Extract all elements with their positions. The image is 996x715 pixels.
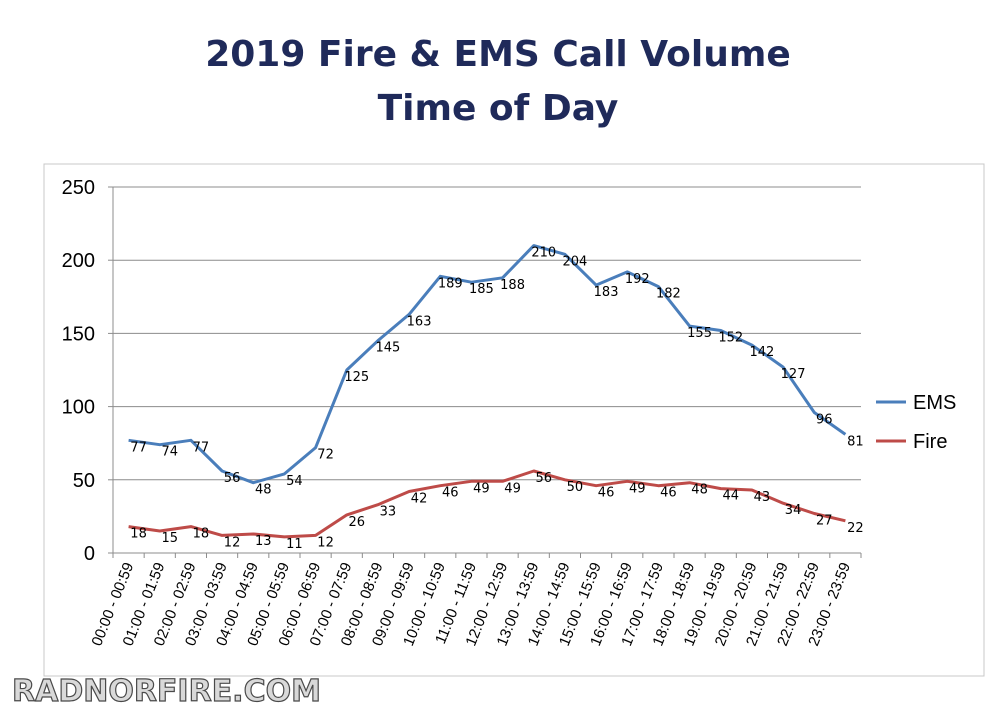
data-label-ems: 77: [193, 440, 210, 455]
data-label-ems: 142: [750, 345, 775, 360]
data-label-fire: 13: [255, 534, 272, 549]
series-line-fire: [128, 469, 846, 539]
data-label-fire: 12: [224, 535, 241, 550]
data-label-ems: 192: [625, 272, 650, 287]
data-label-fire: 46: [442, 486, 459, 501]
y-tick-label: 50: [73, 470, 95, 492]
data-label-ems: 152: [718, 330, 743, 345]
data-label-ems: 183: [594, 285, 619, 300]
data-label-ems: 163: [407, 314, 432, 329]
legend: EMS Fire: [876, 392, 956, 453]
y-tick-label: 150: [62, 323, 95, 345]
data-label-ems: 125: [344, 370, 369, 385]
data-label-fire: 11: [286, 537, 303, 552]
data-label-fire: 56: [535, 471, 552, 486]
data-label-ems: 127: [781, 367, 806, 382]
gridlines: [113, 186, 861, 481]
data-label-fire: 26: [348, 515, 365, 530]
data-label-fire: 15: [161, 531, 178, 546]
legend-label-ems: EMS: [913, 392, 956, 414]
data-label-fire: 46: [660, 486, 677, 501]
data-label-ems: 81: [847, 434, 864, 449]
chart-title: 2019 Fire & EMS Call Volume: [205, 34, 791, 75]
data-label-fire: 34: [785, 503, 802, 518]
y-tick-label: 200: [62, 250, 95, 272]
chart-border: [43, 163, 985, 677]
data-label-ems: 155: [687, 326, 712, 341]
data-label-fire: 49: [504, 481, 521, 496]
data-label-fire: 33: [380, 505, 397, 520]
data-label-ems: 72: [317, 448, 334, 463]
y-tick-label: 250: [62, 177, 95, 199]
series-line-ems: [128, 244, 847, 485]
data-label-ems: 210: [531, 246, 556, 261]
data-label-ems: 182: [656, 287, 681, 302]
data-label-ems: 74: [161, 445, 178, 460]
data-label-fire: 43: [754, 490, 771, 505]
chart-subtitle: Time of Day: [377, 88, 619, 129]
legend-label-fire: Fire: [913, 431, 947, 453]
y-axis: 0 50 100 150 200 250: [62, 177, 114, 565]
data-label-fire: 49: [629, 481, 646, 496]
data-label-ems: 145: [376, 341, 401, 356]
data-labels: 77 74 77 56 48 54 72 125 145 163 189 185 188 210 204 18…: [130, 246, 863, 552]
series-group: [128, 244, 847, 539]
data-label-fire: 48: [691, 483, 708, 498]
data-label-fire: 50: [567, 480, 584, 495]
y-tick-label: 100: [62, 397, 95, 419]
data-label-ems: 188: [500, 278, 525, 293]
watermark-logo: RADNORFIRE.COM: [11, 673, 321, 709]
data-label-fire: 27: [816, 513, 833, 528]
data-label-fire: 46: [598, 486, 615, 501]
data-label-ems: 185: [469, 282, 494, 297]
data-label-fire: 44: [722, 489, 739, 504]
y-tick-label: 0: [84, 543, 95, 565]
data-label-ems: 96: [816, 412, 833, 427]
data-label-ems: 204: [563, 254, 588, 269]
data-label-fire: 18: [193, 527, 210, 542]
data-label-fire: 49: [473, 481, 490, 496]
data-label-ems: 56: [224, 471, 241, 486]
data-label-ems: 189: [438, 276, 463, 291]
data-label-ems: 48: [255, 483, 272, 498]
data-label-fire: 18: [130, 527, 147, 542]
data-label-fire: 42: [411, 492, 428, 507]
data-label-fire: 22: [847, 521, 864, 536]
data-label-ems: 54: [286, 474, 303, 489]
data-label-ems: 77: [130, 440, 147, 455]
data-label-fire: 12: [317, 535, 334, 550]
